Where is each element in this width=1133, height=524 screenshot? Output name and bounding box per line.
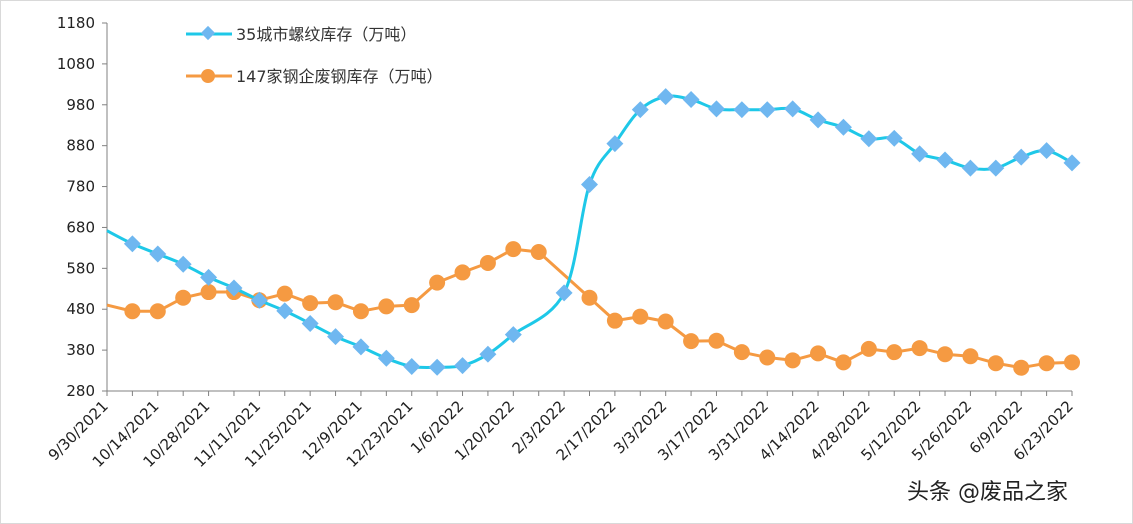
data-point bbox=[479, 345, 497, 363]
data-point bbox=[530, 243, 547, 260]
data-point bbox=[403, 357, 421, 375]
data-point bbox=[784, 352, 801, 369]
data-point bbox=[758, 101, 776, 119]
legend-item-rebar: 35城市螺纹库存（万吨） bbox=[186, 25, 416, 44]
data-point bbox=[682, 90, 700, 108]
data-point bbox=[301, 315, 319, 333]
data-point bbox=[733, 344, 750, 361]
data-point bbox=[1064, 354, 1080, 371]
data-point bbox=[1063, 154, 1081, 172]
data-point bbox=[200, 284, 217, 301]
data-point bbox=[606, 135, 624, 153]
watermark: 头条 @废品之家 bbox=[907, 480, 1068, 505]
data-point bbox=[200, 268, 218, 286]
data-point bbox=[479, 255, 496, 272]
data-point bbox=[505, 241, 522, 258]
data-point bbox=[250, 291, 268, 309]
y-tick-label: 980 bbox=[66, 96, 95, 114]
data-point bbox=[708, 332, 725, 349]
data-point bbox=[123, 235, 141, 253]
data-point bbox=[911, 340, 928, 357]
data-point bbox=[835, 354, 852, 371]
data-point bbox=[454, 264, 471, 281]
legend: 35城市螺纹库存（万吨） 147家钢企废钢库存（万吨） bbox=[186, 25, 443, 86]
y-tick-label: 1080 bbox=[57, 55, 95, 73]
legend-label: 147家钢企废钢库存（万吨） bbox=[236, 67, 443, 86]
data-point bbox=[454, 357, 472, 375]
data-point bbox=[1013, 359, 1030, 376]
data-point bbox=[937, 346, 954, 363]
legend-swatch-marker bbox=[201, 69, 215, 83]
data-point bbox=[961, 159, 979, 177]
data-point bbox=[149, 303, 166, 320]
data-point bbox=[149, 245, 167, 263]
data-point bbox=[886, 344, 903, 361]
data-point bbox=[987, 355, 1004, 372]
legend-swatch-marker bbox=[200, 25, 216, 41]
data-point bbox=[504, 326, 522, 344]
y-tick-label: 780 bbox=[66, 178, 95, 196]
data-point bbox=[175, 289, 192, 306]
data-point bbox=[581, 289, 598, 306]
data-point bbox=[683, 333, 700, 350]
data-point bbox=[428, 358, 446, 376]
series-line bbox=[106, 94, 1073, 369]
data-point bbox=[403, 297, 420, 314]
data-point bbox=[1012, 148, 1030, 166]
data-point bbox=[1038, 142, 1056, 160]
data-point bbox=[834, 118, 852, 136]
y-tick-label: 580 bbox=[66, 259, 95, 277]
data-point bbox=[302, 295, 319, 312]
legend-item-scrap: 147家钢企废钢库存（万吨） bbox=[186, 67, 443, 86]
data-point bbox=[276, 285, 293, 302]
data-point bbox=[707, 100, 725, 118]
data-point bbox=[809, 111, 827, 129]
x-axis: 9/30/202110/14/202110/28/202111/11/20211… bbox=[45, 390, 1077, 471]
data-point bbox=[657, 313, 674, 330]
y-tick-label: 480 bbox=[66, 300, 95, 318]
data-point bbox=[733, 101, 751, 119]
plot-area bbox=[106, 88, 1081, 376]
data-point bbox=[860, 340, 877, 357]
y-tick-label: 880 bbox=[66, 137, 95, 155]
data-point bbox=[962, 348, 979, 365]
data-point bbox=[885, 129, 903, 147]
legend-label: 35城市螺纹库存（万吨） bbox=[236, 25, 416, 44]
data-point bbox=[124, 303, 141, 320]
data-point bbox=[174, 255, 192, 273]
data-point bbox=[911, 145, 929, 163]
y-tick-label: 680 bbox=[66, 218, 95, 236]
data-point bbox=[936, 151, 954, 169]
y-tick-label: 280 bbox=[66, 382, 95, 400]
series-scrap-inventory bbox=[106, 241, 1080, 376]
y-tick-label: 380 bbox=[66, 341, 95, 359]
y-tick-label: 1180 bbox=[57, 14, 95, 32]
data-point bbox=[784, 100, 802, 118]
data-point bbox=[352, 338, 370, 356]
data-point bbox=[327, 328, 345, 346]
data-point bbox=[555, 284, 573, 302]
data-point bbox=[987, 159, 1005, 177]
data-point bbox=[1038, 355, 1055, 372]
data-point bbox=[759, 349, 776, 366]
data-point bbox=[327, 294, 344, 311]
data-point bbox=[429, 274, 446, 291]
data-point bbox=[352, 303, 369, 320]
data-point bbox=[606, 312, 623, 329]
data-point bbox=[225, 279, 243, 297]
data-point bbox=[276, 302, 294, 320]
data-point bbox=[581, 176, 598, 193]
data-point bbox=[378, 298, 395, 315]
data-point bbox=[657, 88, 675, 106]
y-axis: 280 380 480 580 680 780 880 980 1080 1180 bbox=[57, 14, 108, 400]
data-point bbox=[810, 345, 827, 362]
data-point bbox=[860, 130, 878, 148]
series-rebar-inventory bbox=[106, 88, 1081, 376]
data-point bbox=[632, 308, 649, 325]
data-point bbox=[377, 349, 395, 367]
